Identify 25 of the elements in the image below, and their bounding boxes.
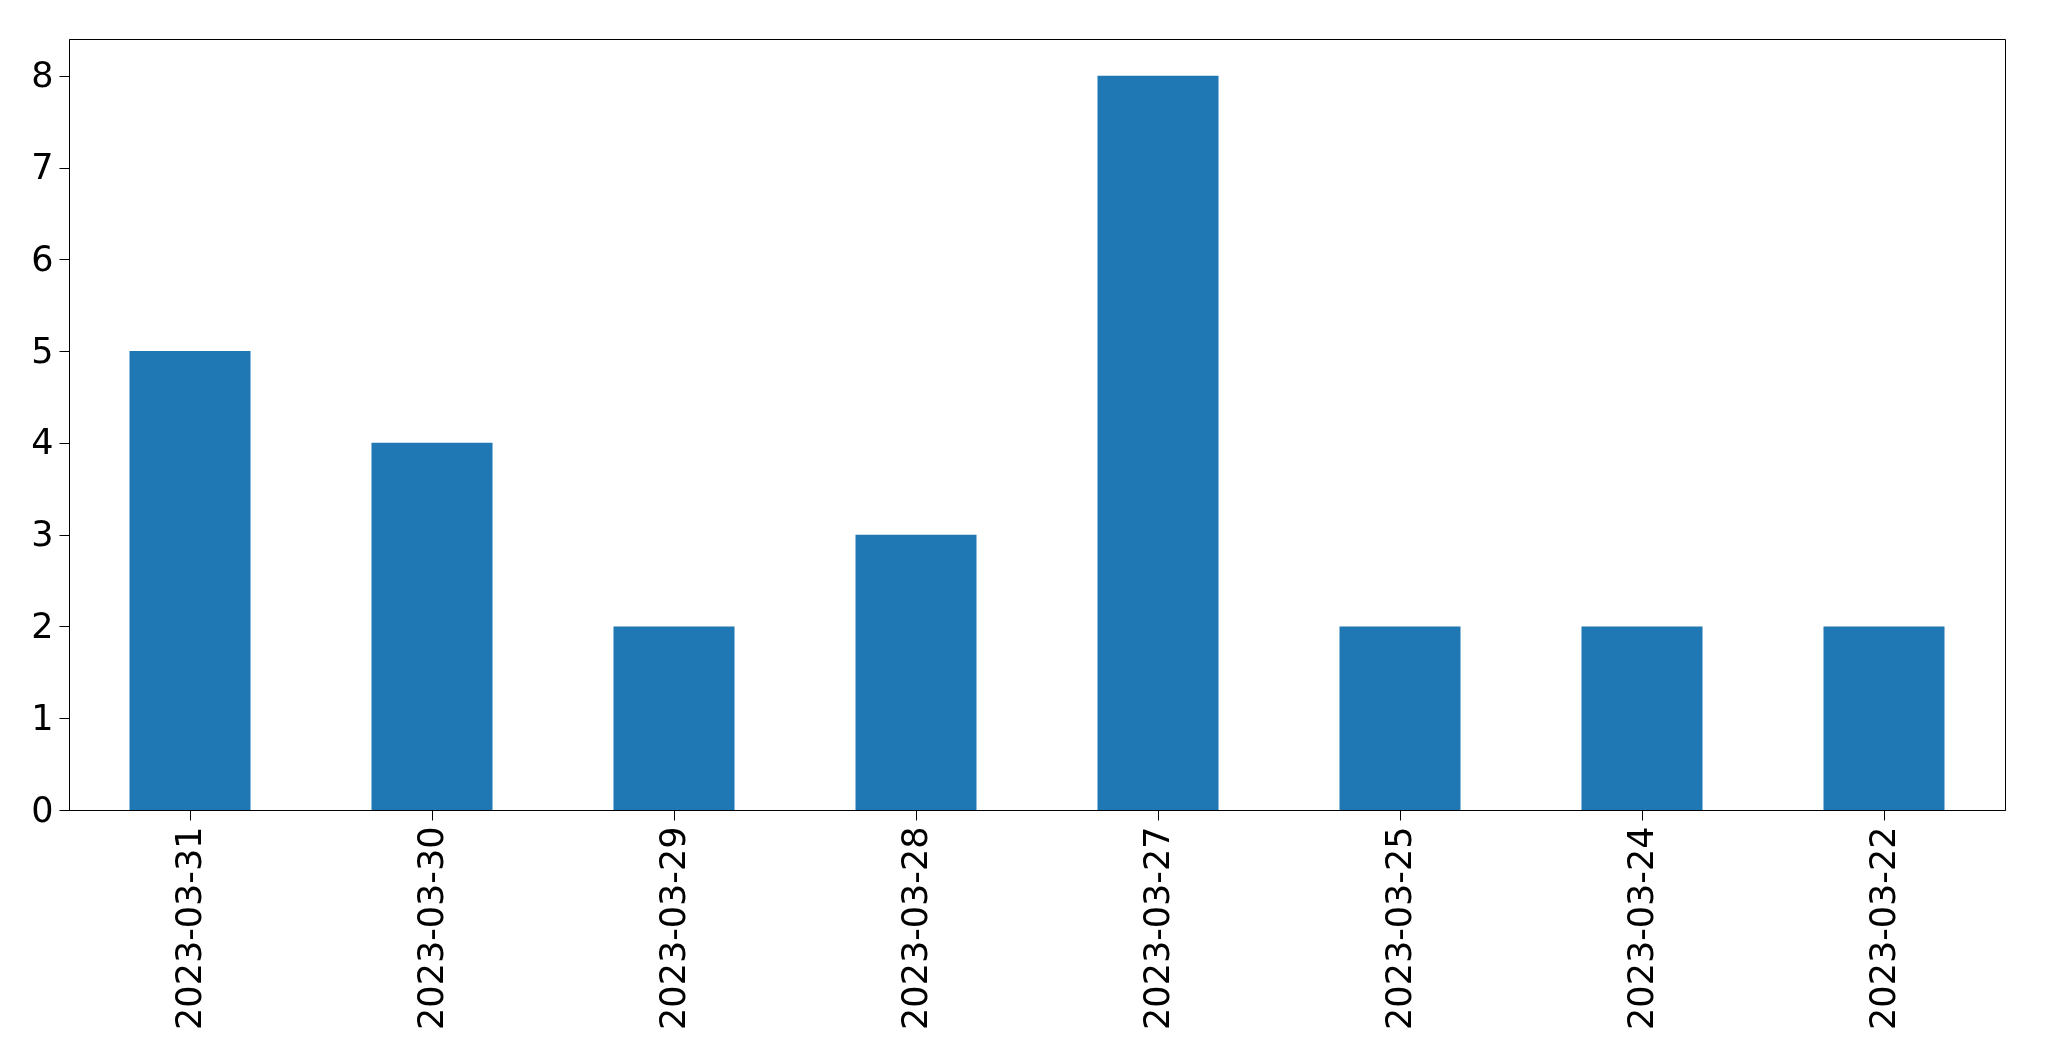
y-tick-label: 0 [31, 789, 54, 830]
bar [1581, 626, 1703, 810]
x-tick-label: 2023-03-31 [169, 826, 209, 1030]
y-tick-label: 1 [31, 697, 54, 738]
y-tick-label: 4 [31, 422, 54, 463]
y-tick-label: 8 [31, 55, 54, 96]
y-tick-label: 7 [31, 147, 54, 187]
x-tick-label: 2023-03-25 [1379, 826, 1419, 1030]
y-tick-label: 3 [31, 514, 54, 555]
y-tick-label: 5 [31, 330, 54, 371]
y-tick-label: 6 [31, 238, 54, 279]
x-tick-label: 2023-03-22 [1863, 826, 1903, 1030]
bar [613, 626, 735, 810]
y-tick-label: 2 [31, 605, 54, 646]
x-tick-label: 2023-03-29 [653, 826, 693, 1030]
bar [371, 442, 493, 810]
x-tick-label: 2023-03-27 [1137, 826, 1177, 1030]
bar [1823, 626, 1945, 810]
x-tick-label: 2023-03-30 [411, 826, 451, 1030]
bar [1339, 626, 1461, 810]
bar [855, 534, 977, 810]
x-tick-label: 2023-03-28 [895, 826, 935, 1030]
bar [1097, 75, 1219, 810]
x-tick-label: 2023-03-24 [1621, 826, 1661, 1030]
bar [129, 351, 251, 810]
